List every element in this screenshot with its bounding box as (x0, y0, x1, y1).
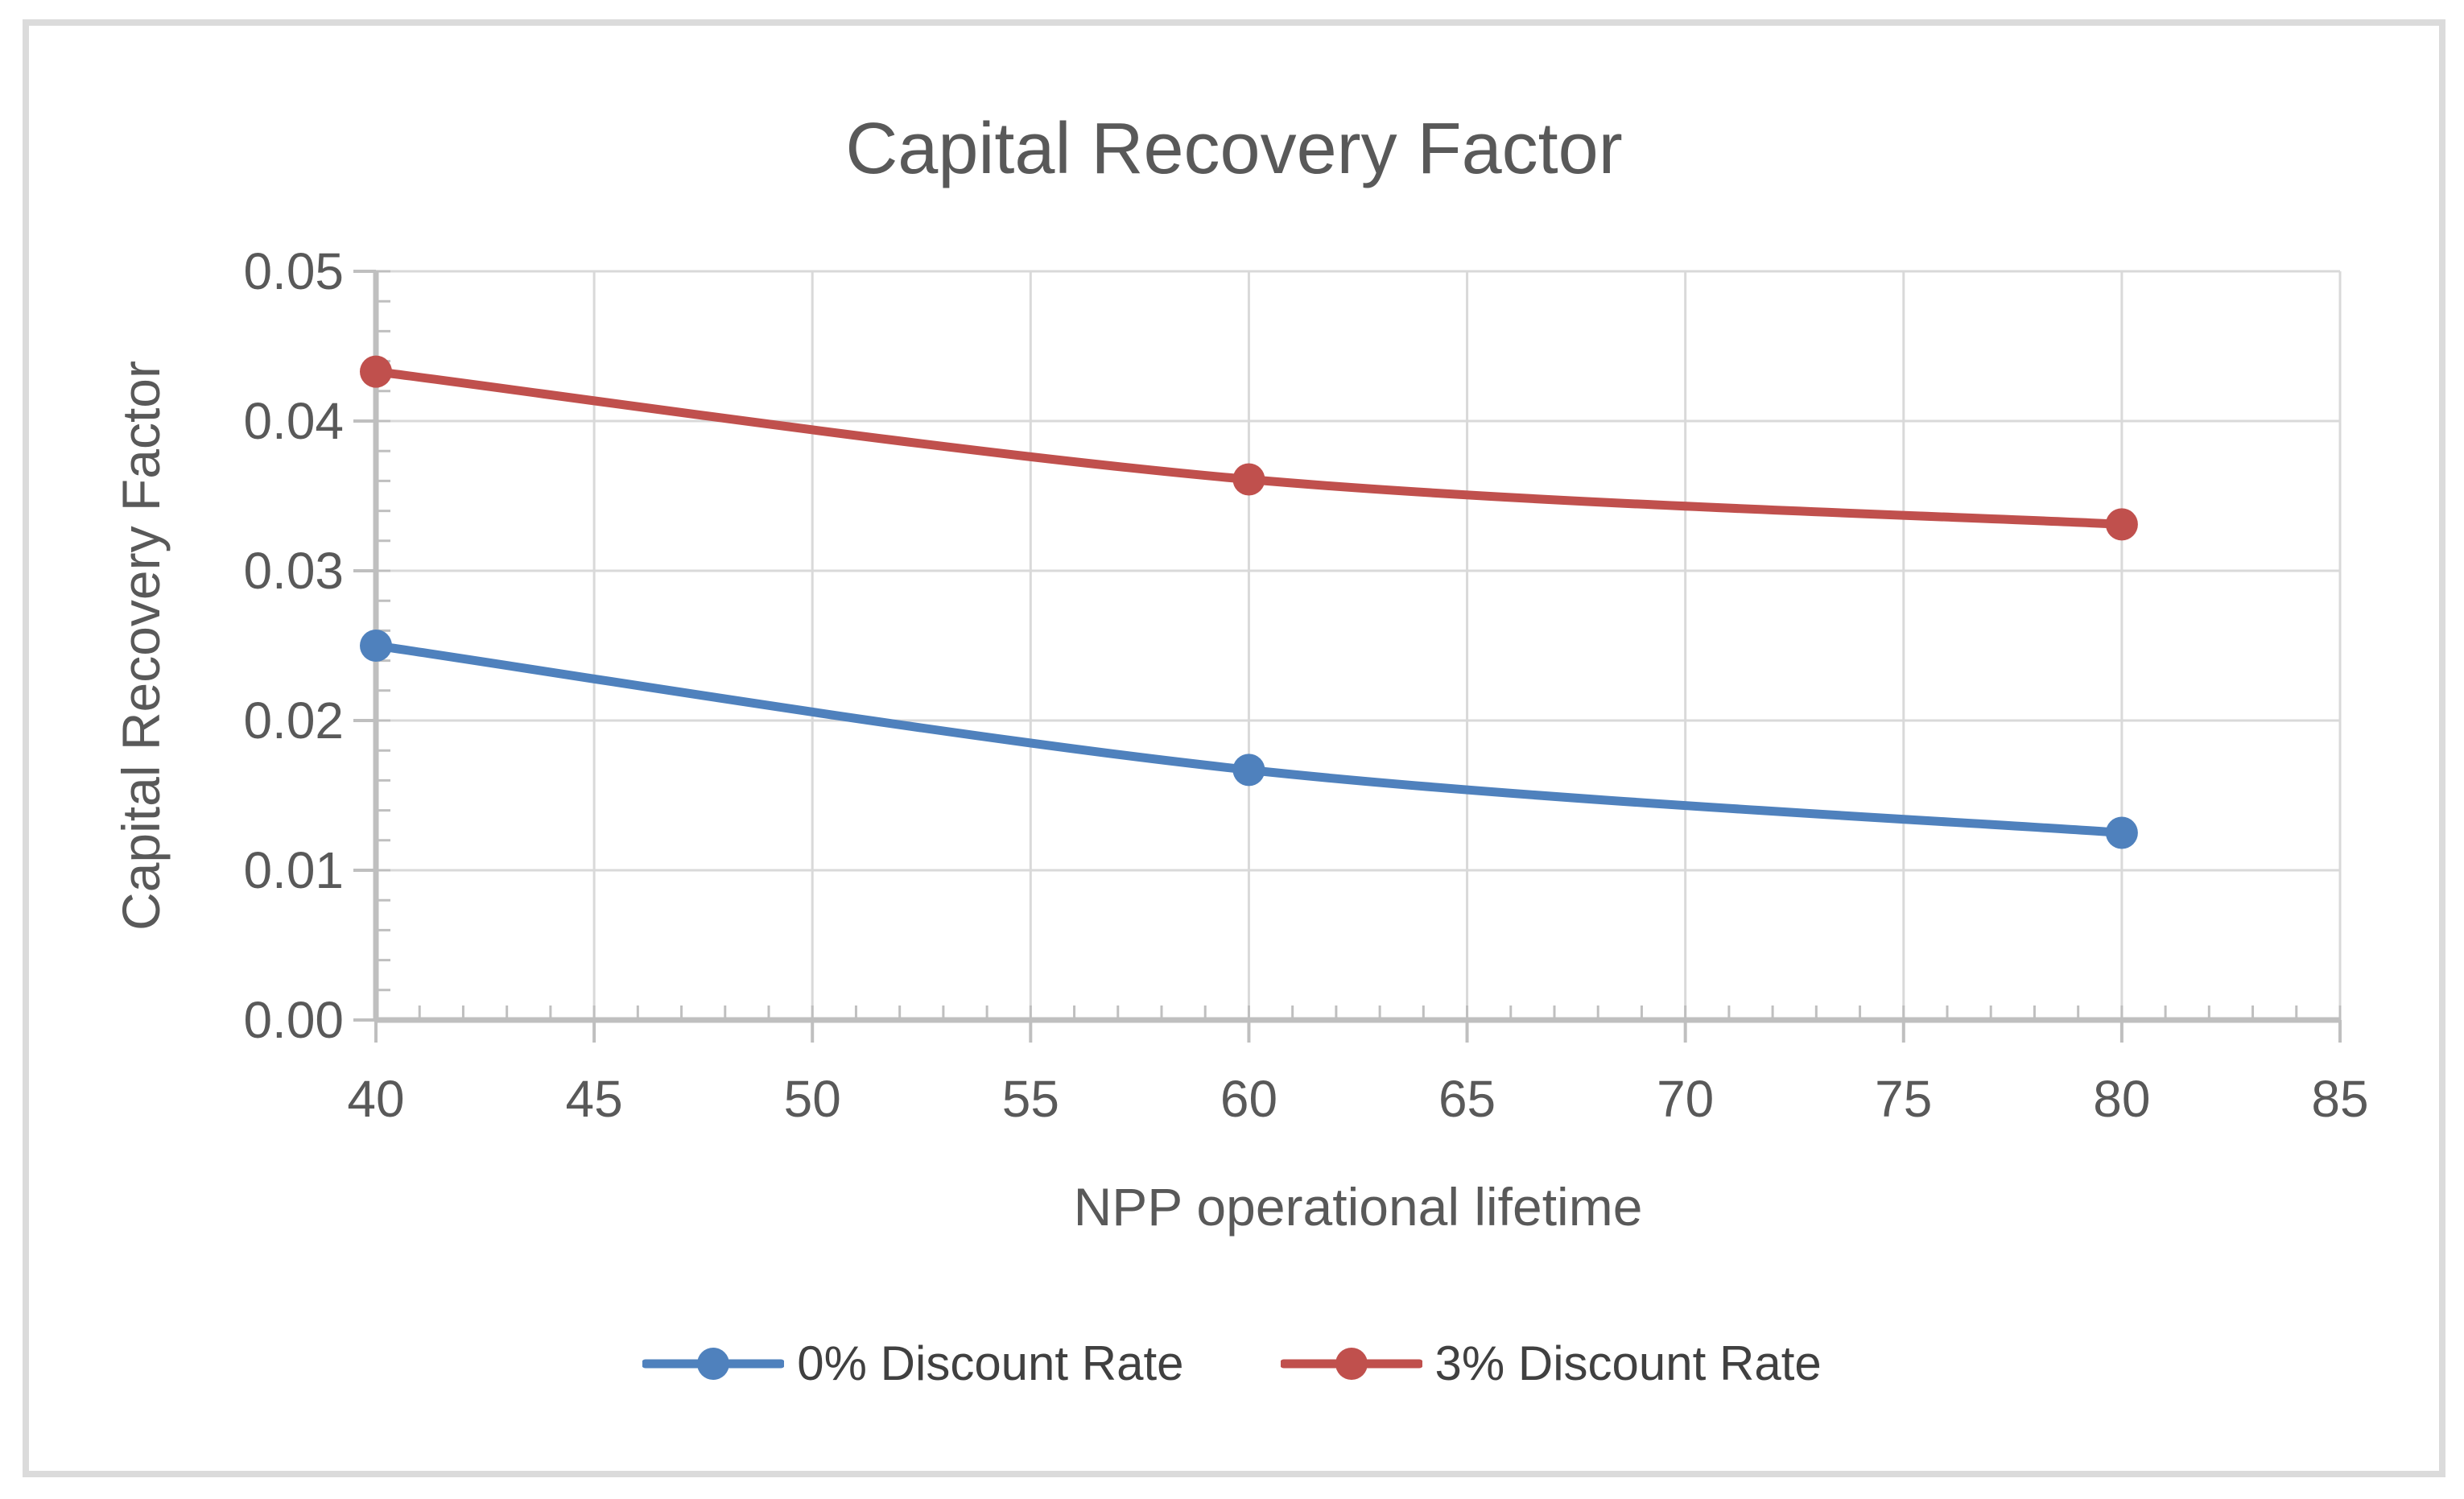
y-tick-label: 0.03 (243, 542, 344, 600)
x-tick-label: 65 (1438, 1070, 1496, 1128)
x-tick-label: 40 (347, 1070, 404, 1128)
tick-labels-group: 40 45 50 55 60 65 70 75 80 85 0.00 0.01 0.02 0.03 0.04… (243, 242, 2368, 1128)
y-tick-label: 0.01 (243, 841, 344, 899)
x-tick-label: 60 (1220, 1070, 1277, 1128)
line-marker-icon (1280, 1348, 1422, 1380)
data-point-marker (2105, 816, 2138, 849)
x-axis-title: NPP operational lifetime (1074, 1177, 1643, 1237)
x-tick-label: 55 (1002, 1070, 1059, 1128)
data-point-marker (360, 630, 392, 662)
x-tick-label: 70 (1657, 1070, 1714, 1128)
gridlines-group (374, 270, 2342, 1022)
x-tick-label: 85 (2311, 1070, 2368, 1128)
x-tick-label: 75 (1875, 1070, 1932, 1128)
data-point-marker (360, 355, 392, 388)
legend: 0% Discount Rate 3% Discount Rate (0, 1340, 2464, 1388)
legend-item-3-discount: 3% Discount Rate (1280, 1336, 1822, 1390)
legend-item-0-discount: 0% Discount Rate (642, 1336, 1184, 1390)
data-point-marker (2105, 508, 2138, 541)
x-tick-label: 45 (566, 1070, 623, 1128)
y-tick-label: 0.05 (243, 242, 344, 300)
line-marker-icon (642, 1348, 785, 1380)
y-tick-label: 0.04 (243, 392, 344, 450)
x-tick-label: 80 (2093, 1070, 2150, 1128)
y-tick-label: 0.00 (243, 991, 344, 1049)
y-axis-title: Capital Recovery Factor (111, 361, 171, 931)
chart-title: Capital Recovery Factor (845, 109, 1622, 189)
chart-border-frame (23, 19, 2445, 1477)
legend-label: 0% Discount Rate (797, 1336, 1184, 1390)
legend-label: 3% Discount Rate (1434, 1336, 1822, 1390)
series-group (360, 355, 2138, 849)
data-point-marker (1232, 754, 1265, 787)
x-tick-label: 50 (784, 1070, 841, 1128)
axes-group (353, 270, 2342, 1043)
y-tick-label: 0.02 (243, 692, 344, 750)
data-point-marker (1232, 463, 1265, 496)
